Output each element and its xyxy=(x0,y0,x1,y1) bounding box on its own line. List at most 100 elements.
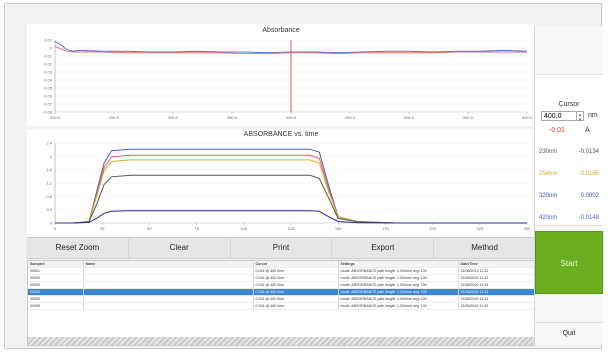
table-empty-area xyxy=(28,337,534,345)
x-tick-label: 350.0 xyxy=(227,115,238,120)
reading-wavelength: 320nm xyxy=(539,193,558,199)
x-tick-label: 100 xyxy=(240,226,247,231)
cell-datetime: 21/06/2019 11:33 xyxy=(458,281,535,289)
cell-name xyxy=(83,288,254,296)
x-tick-label: 250 xyxy=(524,226,531,231)
cursor-unit: nm xyxy=(588,112,598,119)
y-tick-label: -0.06 xyxy=(43,94,53,99)
y-tick-label: 1.6 xyxy=(46,167,52,172)
y-tick-label: 1.2 xyxy=(46,181,52,186)
x-tick-label: 300.0 xyxy=(168,115,179,120)
x-tick-label: 250.0 xyxy=(109,115,120,120)
x-tick-label: 25 xyxy=(100,226,105,231)
y-tick-label: -0.08 xyxy=(43,110,53,115)
spin-up-icon[interactable]: ▲ xyxy=(578,112,582,117)
cell-cursor: 0.024 @ 400.0nm xyxy=(253,295,339,303)
cell-datetime: 21/06/2019 11:32 xyxy=(458,267,535,275)
cell-name xyxy=(83,267,254,275)
x-tick-label: 150 xyxy=(335,226,342,231)
cell-sample: 00001 xyxy=(28,267,84,275)
time-plot[interactable]: 2.4 2 1.6 1.2 0.8 0.4 00 25 50 75 100 125 150 175 200 2… xyxy=(27,129,535,237)
absorbance-chart[interactable]: Absorbance 0.01 0 -0.01 -0.02 -0.03 -0.04 -0.0… xyxy=(27,24,535,126)
time-chart[interactable]: ABSORBANCE vs. time 2.4 2 1.6 1.2 0.8 0.4 0 0 25… xyxy=(27,129,535,237)
series-line-5 xyxy=(55,210,527,224)
y-tick-label: -0.03 xyxy=(43,70,53,75)
method-button[interactable]: Method xyxy=(471,243,498,252)
series-line-2 xyxy=(55,154,527,224)
table-row-selected[interactable]: 00004 0.024 @ 400.0nm mode: ABSORBANCE p… xyxy=(28,288,535,296)
toolbar: Reset Zoom Clear Print Export Method xyxy=(27,237,535,259)
table-row[interactable]: 00002 0.024 @ 400.0nm mode: ABSORBANCE p… xyxy=(28,274,535,282)
cell-sample: 00002 xyxy=(28,274,84,282)
cell-sample: 00003 xyxy=(28,281,84,289)
quit-button[interactable]: Quit xyxy=(535,322,603,345)
column-header-name[interactable]: Name xyxy=(83,261,254,268)
cell-name xyxy=(83,281,254,289)
cell-cursor: 0.024 @ 400.0nm xyxy=(253,302,339,310)
cell-datetime: 21/06/2019 11:41 xyxy=(458,295,535,303)
table-header-row: Sample# Name Cursor Settings Date/Time xyxy=(28,261,535,268)
reading-wavelength: 420nm xyxy=(539,215,558,221)
cell-sample: 00006 xyxy=(28,302,84,310)
cell-settings: mode: ABSORBANCE path length: 1.000mm av… xyxy=(338,281,459,289)
cell-datetime: 21/06/2019 11:42 xyxy=(458,302,535,310)
y-tick-label: 0.01 xyxy=(44,38,53,43)
app-window: Absorbance 0.01 0 -0.01 -0.02 -0.03 -0.04 -0.0… xyxy=(4,3,603,349)
y-tick-label: -0.02 xyxy=(43,62,53,67)
start-button[interactable]: Start xyxy=(535,231,603,294)
column-header-datetime[interactable]: Date/Time xyxy=(458,261,535,268)
x-tick-label: 400.0 xyxy=(286,115,297,120)
reading-value: -0.0148 xyxy=(578,215,599,221)
series-line-4 xyxy=(55,174,527,224)
x-tick-label: 75 xyxy=(194,226,199,231)
reading-value: -0.0134 xyxy=(578,149,599,155)
y-tick-label: 0.4 xyxy=(46,207,52,212)
print-button[interactable]: Print xyxy=(231,238,333,258)
cell-name xyxy=(83,274,254,282)
cell-settings: mode: ABSORBANCE path length: 1.000mm av… xyxy=(338,274,459,282)
series-line-2 xyxy=(54,45,527,55)
column-header-cursor[interactable]: Cursor xyxy=(253,261,339,268)
y-tick-label: -0.04 xyxy=(43,78,53,83)
reading-wavelength: 254nm xyxy=(539,171,558,177)
cell-sample: 00004 xyxy=(28,288,84,296)
column-header-sample[interactable]: Sample# xyxy=(28,261,84,268)
y-tick-label: 0 xyxy=(50,221,53,226)
cursor-absorbance-unit: A xyxy=(585,127,590,134)
table-row[interactable]: 00005 0.024 @ 400.0nm mode: ABSORBANCE p… xyxy=(28,295,535,303)
cursor-wavelength-input[interactable]: 400.0 xyxy=(541,111,577,121)
absorbance-plot[interactable]: 0.01 0 -0.01 -0.02 -0.03 -0.04 -0.05 -0.06 -0.07… xyxy=(27,24,535,126)
spin-down-icon[interactable]: ▼ xyxy=(578,117,582,122)
table-row[interactable]: 00006 0.024 @ 400.0nm mode: ABSORBANCE p… xyxy=(28,302,535,310)
x-tick-label: 450.0 xyxy=(345,115,356,120)
x-tick-label: 200 xyxy=(429,226,436,231)
series-line-1 xyxy=(54,41,528,54)
x-tick-label: 225 xyxy=(476,226,483,231)
y-tick-label: 0 xyxy=(50,46,53,51)
cell-settings: mode: ABSORBANCE path length: 1.000mm av… xyxy=(338,302,459,310)
export-button[interactable]: Export xyxy=(332,238,435,258)
x-tick-label: 500.0 xyxy=(404,115,415,120)
cell-cursor: 0.024 @ 400.0nm xyxy=(253,288,339,296)
cell-datetime: 21/06/2019 11:33 xyxy=(458,288,535,296)
cell-sample: 00005 xyxy=(28,295,84,303)
reset-zoom-button[interactable]: Reset Zoom xyxy=(27,238,129,258)
samples-table[interactable]: Sample# Name Cursor Settings Date/Time 0… xyxy=(27,260,535,346)
x-tick-label: 175 xyxy=(382,226,389,231)
reading-value: 0.0002 xyxy=(580,193,599,199)
column-header-settings[interactable]: Settings xyxy=(338,261,459,268)
absorbance-chart-title: Absorbance xyxy=(262,27,300,34)
cell-name xyxy=(83,302,254,310)
clear-button[interactable]: Clear xyxy=(129,238,231,258)
y-tick-label: 0.8 xyxy=(46,194,52,199)
reading-wavelength: 230nm xyxy=(539,149,558,155)
cell-name xyxy=(83,295,254,303)
x-tick-label: 125 xyxy=(288,226,295,231)
table-row[interactable]: 00001 0.024 @ 400.0nm mode: ABSORBANCE p… xyxy=(28,267,535,275)
x-tick-label: 50 xyxy=(147,226,152,231)
y-tick-label: -0.05 xyxy=(43,86,53,91)
cursor-spinner[interactable]: ▲ ▼ xyxy=(577,111,584,122)
time-chart-title: ABSORBANCE vs. time xyxy=(243,131,319,138)
right-panel: Cursor 400.0 ▲ ▼ nm -0.01 A 230nm -0.0134… xyxy=(534,26,603,345)
table-row[interactable]: 00003 0.024 @ 400.0nm mode: ABSORBANCE p… xyxy=(28,281,535,289)
